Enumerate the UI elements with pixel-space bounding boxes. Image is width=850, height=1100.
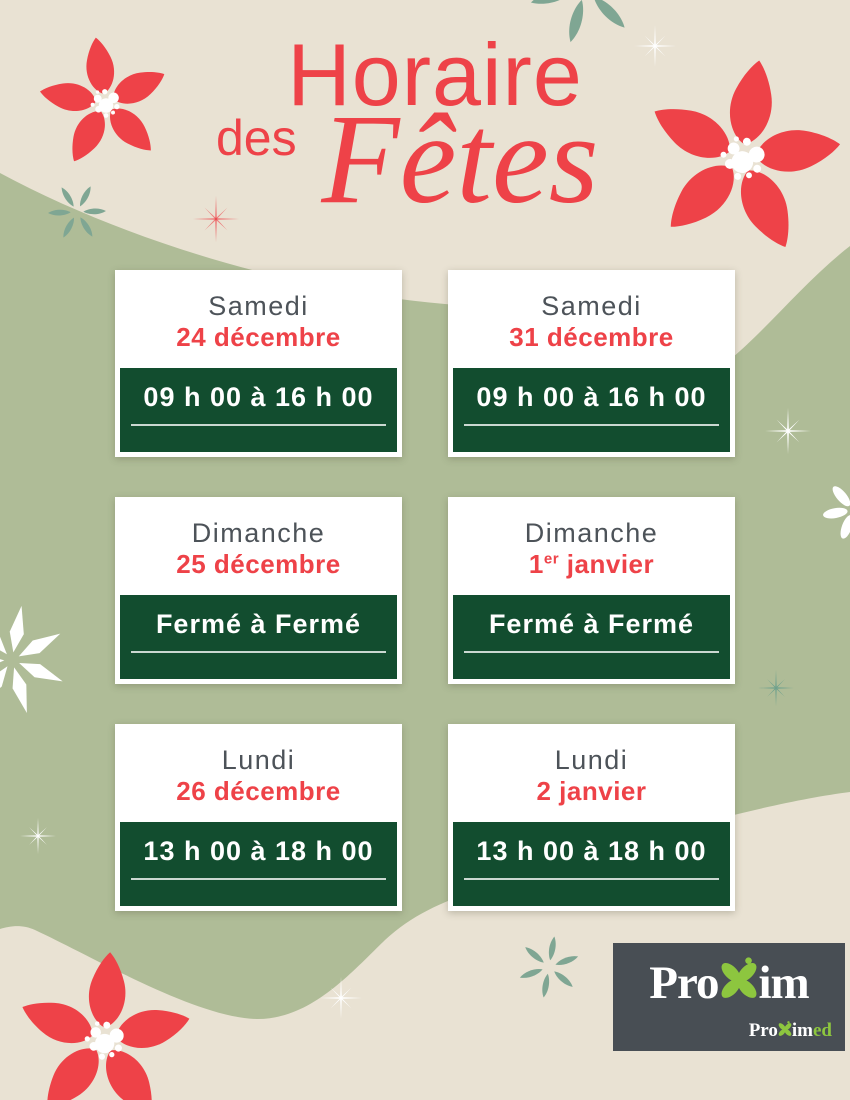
date-text: 1 (528, 548, 544, 579)
proxim-leaf-x-icon (721, 957, 756, 998)
schedule-card: Dimanche 1er janvier Fermé à Fermé (448, 497, 735, 684)
hours-underline (464, 878, 719, 880)
date-label: 31 décembre (509, 322, 673, 353)
schedule-card: Samedi 31 décembre 09 h 00 à 16 h 00 (448, 270, 735, 457)
date-text: 25 décembre (176, 548, 341, 579)
poster-title-line1: Horaire (287, 25, 583, 124)
hours-box: Fermé à Fermé (120, 595, 397, 679)
schedule-grid: Samedi 24 décembre 09 h 00 à 16 h 00 Sam… (115, 270, 735, 911)
hours-label: 13 h 00 à 18 h 00 (476, 836, 707, 866)
card-header: Dimanche 1er janvier (448, 497, 735, 595)
hours-label: 09 h 00 à 16 h 00 (476, 382, 707, 412)
day-label: Dimanche (191, 517, 326, 548)
proxim-logo: Pro im Pro (613, 943, 845, 1051)
proximed-wordmark: Pro im ed (749, 1020, 832, 1042)
hours-box: 09 h 00 à 16 h 00 (120, 368, 397, 452)
day-label: Samedi (541, 290, 642, 321)
card-header: Lundi 2 janvier (448, 724, 735, 822)
hours-box: Fermé à Fermé (453, 595, 730, 679)
date-label: 2 janvier (536, 776, 646, 807)
schedule-card: Lundi 2 janvier 13 h 00 à 18 h 00 (448, 724, 735, 911)
logo-sub-text-mid: im (791, 1020, 813, 1041)
day-label: Lundi (554, 744, 629, 775)
day-label: Lundi (221, 744, 296, 775)
date-text: janvier (559, 548, 655, 579)
proxim-wordmark: Pro im (613, 955, 845, 1011)
day-label: Dimanche (524, 517, 659, 548)
hours-underline (464, 651, 719, 653)
logo-text-post: im (758, 957, 810, 1009)
hours-underline (464, 424, 719, 426)
poster-title-line3: Fêtes (321, 88, 599, 230)
hours-underline (131, 878, 386, 880)
date-label: 25 décembre (176, 549, 340, 580)
date-superscript: er (543, 550, 560, 568)
date-label: 1er janvier (529, 549, 654, 580)
date-label: 24 décembre (176, 322, 340, 353)
hours-box: 13 h 00 à 18 h 00 (453, 822, 730, 906)
schedule-card: Dimanche 25 décembre Fermé à Fermé (115, 497, 402, 684)
hours-label: 13 h 00 à 18 h 00 (143, 836, 374, 866)
hours-underline (131, 651, 386, 653)
card-header: Samedi 31 décembre (448, 270, 735, 368)
date-label: 26 décembre (176, 776, 340, 807)
date-text: 2 janvier (536, 775, 647, 806)
schedule-card: Samedi 24 décembre 09 h 00 à 16 h 00 (115, 270, 402, 457)
hours-label: Fermé à Fermé (488, 609, 695, 639)
schedule-card: Lundi 26 décembre 13 h 00 à 18 h 00 (115, 724, 402, 911)
date-text: 26 décembre (176, 775, 341, 806)
logo-sub-text-suffix: ed (813, 1020, 832, 1041)
hours-box: 09 h 00 à 16 h 00 (453, 368, 730, 452)
logo-sub-text-pre: Pro (748, 1020, 778, 1041)
date-text: 24 décembre (176, 321, 341, 352)
proximed-leaf-x-icon (778, 1021, 792, 1036)
hours-underline (131, 424, 386, 426)
card-header: Dimanche 25 décembre (115, 497, 402, 595)
hours-box: 13 h 00 à 18 h 00 (120, 822, 397, 906)
card-header: Samedi 24 décembre (115, 270, 402, 368)
date-text: 31 décembre (509, 321, 674, 352)
hours-label: Fermé à Fermé (155, 609, 362, 639)
hours-label: 09 h 00 à 16 h 00 (143, 382, 374, 412)
logo-text-pre: Pro (649, 957, 719, 1009)
day-label: Samedi (208, 290, 309, 321)
poster-title-line2: des (216, 110, 297, 166)
leaf-star-icon (516, 932, 583, 1003)
card-header: Lundi 26 décembre (115, 724, 402, 822)
